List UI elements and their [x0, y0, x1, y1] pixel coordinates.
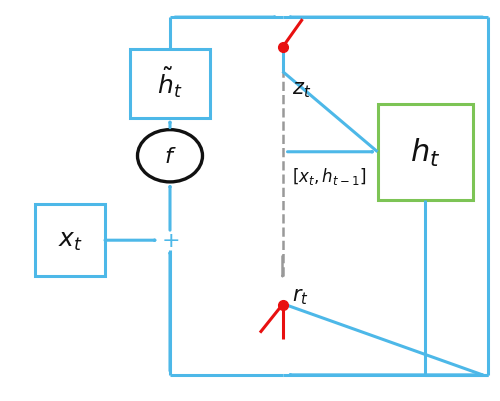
Text: $f$: $f$ — [164, 146, 176, 167]
Text: $r_t$: $r_t$ — [292, 287, 310, 306]
Text: $x_t$: $x_t$ — [58, 229, 82, 252]
Text: $z_t$: $z_t$ — [292, 80, 312, 100]
Text: $h_t$: $h_t$ — [410, 136, 440, 168]
Bar — [378, 104, 472, 200]
Bar — [130, 50, 210, 118]
Text: $[x_t, h_{t-1}]$: $[x_t, h_{t-1}]$ — [292, 166, 367, 187]
Text: $+$: $+$ — [161, 231, 179, 251]
Circle shape — [138, 130, 202, 182]
Bar — [35, 205, 105, 277]
Text: $\tilde{h}_t$: $\tilde{h}_t$ — [158, 65, 182, 99]
